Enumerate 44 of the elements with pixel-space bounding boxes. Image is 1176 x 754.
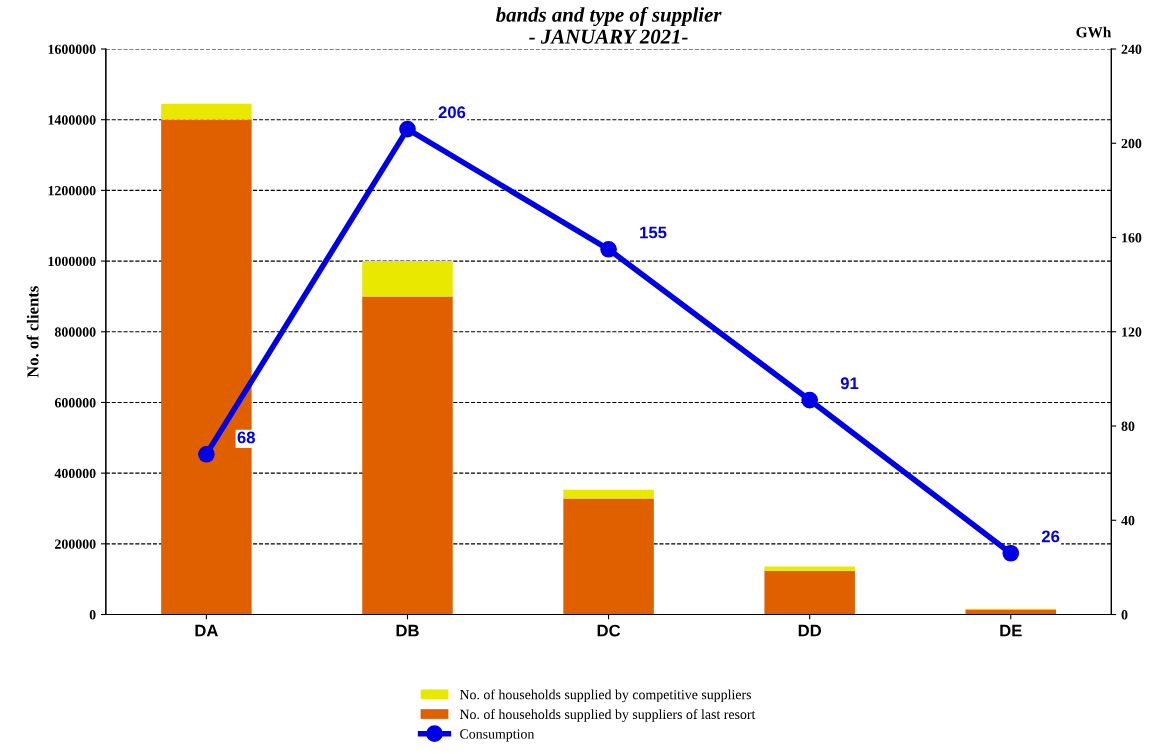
legend-label: Consumption	[460, 729, 535, 742]
y-tick-label: 1400000	[48, 115, 96, 125]
data-label: 91	[840, 377, 859, 390]
y2-tick-label: 160	[1122, 233, 1142, 243]
y2-axis-title: GWh	[1076, 26, 1112, 38]
chart-title: bands and type of supplier - JANUARY 2021-	[496, 6, 722, 44]
data-label: 26	[1041, 530, 1060, 543]
y2-tick-label: 240	[1121, 44, 1142, 54]
y-tick-label: 1200000	[48, 185, 96, 196]
data-label: 155	[640, 226, 667, 239]
bar	[362, 296, 453, 615]
y-tick-label: 1000000	[48, 256, 96, 267]
bar	[563, 489, 654, 499]
y-tick-label: 200000	[55, 539, 96, 549]
point	[198, 445, 215, 463]
y-tick-label: 1600000	[48, 44, 96, 54]
y2-tick-label: 200	[1121, 138, 1142, 149]
bar	[362, 261, 453, 297]
x-tick-label: DA	[195, 624, 218, 637]
x-tick-label: DC	[597, 624, 621, 637]
data-label: 206	[438, 106, 466, 119]
bar	[563, 498, 654, 615]
y-axis-title: No. of clients	[26, 286, 39, 378]
y-tick-label: 800000	[54, 327, 96, 337]
y-tick-label: 400000	[54, 468, 96, 479]
data-label: 68	[237, 431, 255, 444]
x-tick-label: DD	[798, 624, 822, 637]
y2-tick-label: 40	[1121, 515, 1135, 526]
y2-tick-label: 120	[1122, 327, 1142, 337]
point	[399, 120, 416, 138]
y-tick-label: 0	[89, 610, 96, 620]
legend-label: No. of households supplied by suppliers of last resort	[459, 709, 756, 722]
point	[801, 391, 819, 409]
bar	[764, 566, 855, 571]
y2-tick-label: 80	[1121, 421, 1135, 431]
y-tick-label: 600000	[54, 398, 96, 408]
point	[1002, 544, 1020, 562]
bar	[764, 570, 855, 615]
bar	[161, 103, 252, 120]
x-tick-label: DB	[396, 624, 419, 637]
legend-label: No. of households supplied by competitive suppliers	[459, 689, 752, 703]
point	[600, 240, 617, 258]
y2-tick-label: 0	[1121, 610, 1128, 620]
x-tick-label: DE	[1000, 624, 1022, 637]
